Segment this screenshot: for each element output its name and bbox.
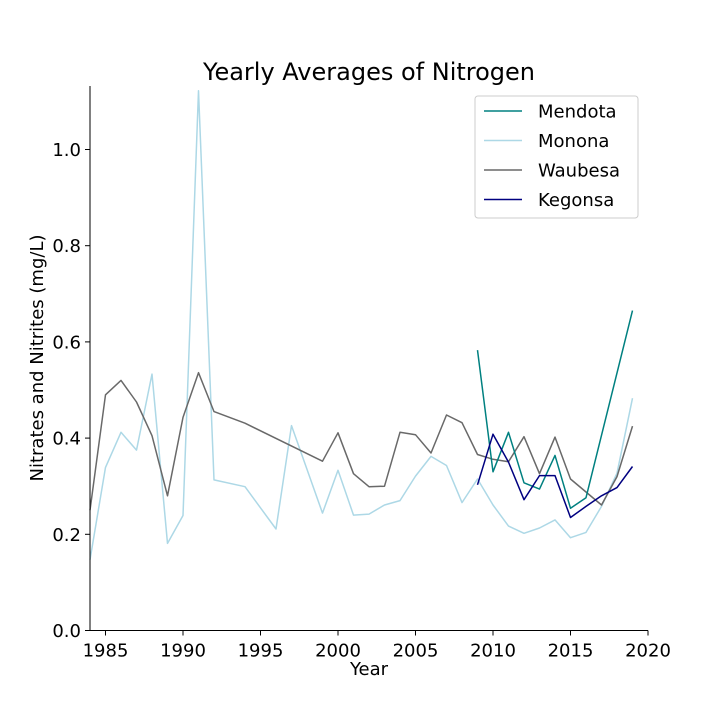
x-tick-label: 2020 xyxy=(625,641,671,662)
x-tick-label: 1990 xyxy=(160,641,206,662)
series-layer xyxy=(89,90,634,560)
legend: Mendota Monona Waubesa Kegonsa xyxy=(474,95,639,219)
x-tick-label: 2015 xyxy=(548,641,594,662)
y-tick-label: 0.8 xyxy=(52,236,81,257)
y-tick-label: 0.4 xyxy=(52,429,81,450)
x-tick-label: 1985 xyxy=(83,641,129,662)
legend-label: Kegonsa xyxy=(538,190,614,211)
y-axis-label: Nitrates and Nitrites (mg/L) xyxy=(27,234,48,481)
legend-label: Mendota xyxy=(538,102,617,123)
series-line-mendota xyxy=(476,310,634,510)
legend-box xyxy=(474,95,639,219)
x-tick-label: 2010 xyxy=(470,641,516,662)
x-ticks: 1985 1990 1995 2000 2005 2010 2015 2020 xyxy=(83,630,671,662)
x-tick-label: 1995 xyxy=(238,641,284,662)
series-line-waubesa xyxy=(89,371,634,511)
series-line-kegonsa xyxy=(476,433,634,519)
x-tick-label: 2000 xyxy=(315,641,361,662)
y-ticks: 0.0 0.2 0.4 0.6 0.8 1.0 xyxy=(52,140,90,642)
y-tick-label: 1.0 xyxy=(52,140,81,161)
y-tick-label: 0.6 xyxy=(52,332,81,353)
x-tick-label: 2005 xyxy=(393,641,439,662)
series-line-monona xyxy=(89,90,634,560)
legend-label: Monona xyxy=(538,131,609,152)
x-axis-label: Year xyxy=(349,659,389,680)
y-tick-label: 0.0 xyxy=(52,621,81,642)
legend-label: Waubesa xyxy=(538,161,620,182)
y-tick-label: 0.2 xyxy=(52,525,81,546)
chart-title: Yearly Averages of Nitrogen xyxy=(202,58,535,86)
